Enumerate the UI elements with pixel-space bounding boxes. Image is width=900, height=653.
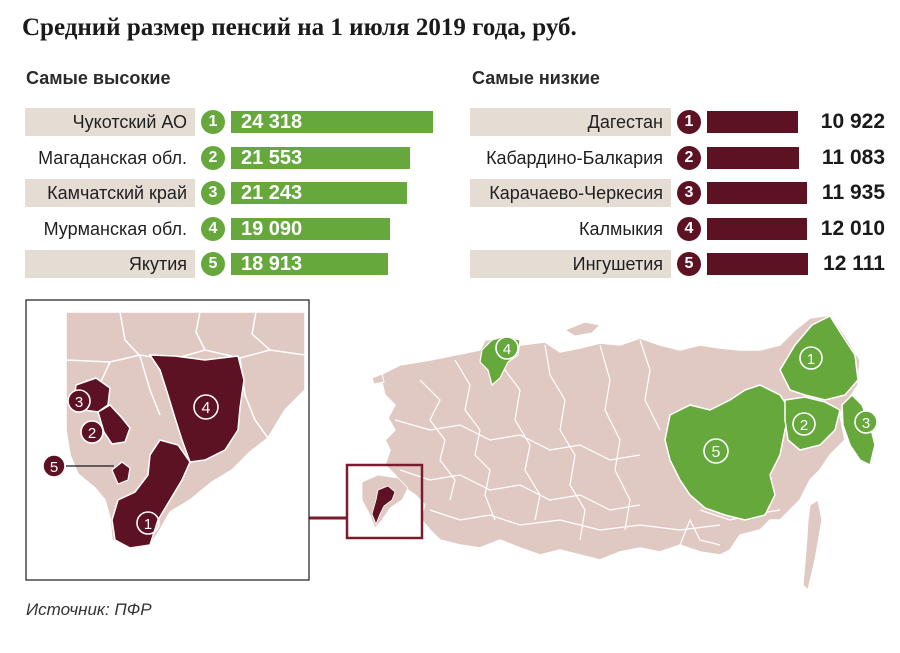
caucasus-highlight-frame xyxy=(345,463,424,540)
inset-caucasus-map xyxy=(65,311,306,549)
category-label: Дагестан xyxy=(470,108,671,136)
value-label: 19 090 xyxy=(241,217,303,240)
category-label: Якутия xyxy=(25,250,195,278)
rank-badge: 5 xyxy=(677,252,701,276)
highest-section-title: Самые высокие xyxy=(26,68,171,88)
category-label: Калмыкия xyxy=(579,218,663,239)
value-bar xyxy=(707,217,807,240)
value-label: 12 010 xyxy=(820,216,885,240)
rank-badge: 5 xyxy=(201,252,225,276)
value-label: 11 083 xyxy=(821,145,885,169)
category-label: Камчатский край xyxy=(25,179,195,207)
svg-text:2: 2 xyxy=(88,425,96,442)
value-label: 10 922 xyxy=(820,110,885,133)
value-label: 24 318 xyxy=(241,111,303,133)
value-bar xyxy=(707,182,807,204)
value-bar: 18 913 xyxy=(231,253,388,275)
rank-badge: 1 xyxy=(201,110,225,134)
category-label: Чукотский АО xyxy=(25,108,195,136)
inset-marker-kabardino: 2 xyxy=(80,420,104,444)
category-label: Ингушетия xyxy=(470,250,671,278)
rank-badge: 2 xyxy=(201,145,225,170)
highest-bar-row: Магаданская обл. 2 21 553 xyxy=(25,144,435,172)
inset-marker-kalmykia: 4 xyxy=(193,394,219,420)
value-bar xyxy=(707,253,808,275)
lowest-bar-row: Ингушетия 5 12 111 xyxy=(470,250,885,278)
rank-badge: 3 xyxy=(201,181,225,205)
rank-badge: 4 xyxy=(677,216,701,241)
inset-region-karachaevo xyxy=(73,377,111,413)
map-marker-murmansk: 4 xyxy=(495,336,519,360)
value-bar xyxy=(707,111,798,133)
svg-text:1: 1 xyxy=(144,516,152,533)
novaya-zemlya xyxy=(563,321,602,337)
lowest-bar-row: Кабардино-Балкария 2 11 083 xyxy=(470,144,885,172)
inset-region-kalmykia xyxy=(148,354,245,463)
svg-text:5: 5 xyxy=(712,444,721,461)
map-region-chukotka xyxy=(779,315,859,401)
map-region-murmansk xyxy=(479,335,521,387)
map-region-kamchatka xyxy=(841,393,876,467)
inset-marker-karachaevo: 3 xyxy=(67,389,91,413)
svg-text:2: 2 xyxy=(800,417,808,434)
map-marker-yakutia: 5 xyxy=(703,438,729,464)
value-label: 21 243 xyxy=(241,182,303,204)
category-label: Магаданская обл. xyxy=(38,147,187,168)
highest-bar-row: Камчатский край 3 21 243 xyxy=(25,179,435,207)
svg-text:3: 3 xyxy=(75,394,83,411)
svg-text:3: 3 xyxy=(862,415,870,432)
highest-bar-row: Мурманская обл. 4 19 090 xyxy=(25,215,435,243)
map-region-yakutia xyxy=(664,384,791,521)
value-bar: 21 553 xyxy=(231,146,410,169)
inset-marker-ingushetia: 5 xyxy=(42,454,114,478)
value-label: 12 111 xyxy=(823,252,885,275)
caucasus-mini-map xyxy=(361,474,409,529)
svg-text:4: 4 xyxy=(202,400,211,417)
inset-region-dagestan xyxy=(111,439,191,549)
rank-badge: 1 xyxy=(677,110,701,134)
source-note: Источник: ПФР xyxy=(26,600,152,619)
rank-badge: 2 xyxy=(677,145,701,170)
lowest-bar-row: Калмыкия 4 12 010 xyxy=(470,215,885,243)
value-bar: 24 318 xyxy=(231,111,433,133)
map-marker-kamchatka: 3 xyxy=(854,410,878,434)
inset-frame xyxy=(25,299,310,581)
inset-arrow xyxy=(284,510,347,526)
inset-region-ingushetia xyxy=(111,461,131,485)
map-marker-chukotka: 1 xyxy=(799,346,823,370)
map-marker-magadan: 2 xyxy=(792,412,816,436)
highest-bar-row: Чукотский АО 1 24 318 xyxy=(25,108,435,136)
value-label: 18 913 xyxy=(241,253,303,275)
rank-badge: 3 xyxy=(677,181,701,205)
russia-body xyxy=(379,314,861,561)
chart-title: Средний размер пенсий на 1 июля 2019 год… xyxy=(22,14,577,41)
svg-text:1: 1 xyxy=(807,351,815,368)
category-label: Мурманская обл. xyxy=(43,218,187,239)
value-label: 11 935 xyxy=(821,181,885,204)
svg-text:5: 5 xyxy=(50,459,58,476)
inset-marker-dagestan: 1 xyxy=(136,511,160,535)
category-label: Карачаево-Черкесия xyxy=(470,179,671,207)
highest-bar-row: Якутия 5 18 913 xyxy=(25,250,435,278)
inset-region-kabardino xyxy=(97,404,131,445)
sakhalin-island xyxy=(802,499,823,592)
value-label: 21 553 xyxy=(241,146,303,169)
rank-badge: 4 xyxy=(201,216,225,241)
svg-text:4: 4 xyxy=(503,341,511,358)
map-region-magadan xyxy=(784,396,841,451)
lowest-section-title: Самые низкие xyxy=(472,68,600,88)
lowest-bar-row: Карачаево-Черкесия 3 11 935 xyxy=(470,179,885,207)
kaliningrad xyxy=(371,373,385,385)
category-label: Кабардино-Балкария xyxy=(486,147,663,168)
lowest-bar-row: Дагестан 1 10 922 xyxy=(470,108,885,136)
value-bar xyxy=(707,146,799,169)
value-bar: 21 243 xyxy=(231,182,407,204)
value-bar: 19 090 xyxy=(231,217,390,240)
